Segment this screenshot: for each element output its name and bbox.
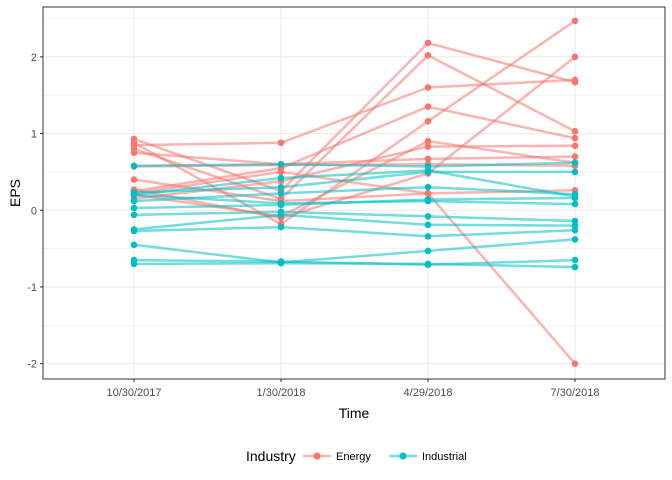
series-points	[130, 17, 579, 368]
x-tick-label: 4/29/2018	[404, 387, 453, 399]
x-tick-label: 1/30/2018	[257, 387, 306, 399]
data-point-industrial	[571, 194, 579, 202]
data-point-industrial	[277, 160, 285, 168]
x-axis-title: Time	[339, 405, 370, 421]
data-point-industrial	[130, 241, 138, 249]
data-point-industrial	[571, 200, 579, 208]
series-line-industrial	[132, 261, 577, 269]
y-tick-label: 2	[31, 52, 37, 64]
data-point-energy	[571, 53, 579, 61]
data-point-energy	[130, 139, 138, 147]
series-line-energy	[132, 54, 577, 201]
data-point-industrial	[130, 260, 138, 268]
series-line-energy	[132, 151, 577, 166]
data-point-industrial	[424, 183, 432, 191]
series-line-energy	[132, 170, 577, 365]
series-line-industrial	[132, 161, 577, 168]
series-line-industrial	[132, 185, 577, 203]
series-line-industrial	[132, 170, 577, 194]
data-point-industrial	[277, 211, 285, 219]
series-line-energy	[132, 105, 577, 193]
data-point-energy	[571, 128, 579, 135]
y-tick-label: 1	[31, 129, 37, 141]
data-point-energy	[571, 142, 579, 150]
data-point-industrial	[571, 226, 579, 234]
legend-label-energy: Energy	[336, 451, 371, 463]
series-line-industrial	[132, 210, 577, 223]
data-point-industrial	[424, 247, 432, 255]
data-point-industrial	[277, 259, 285, 267]
legend-key-industrial-dot	[399, 452, 407, 460]
data-point-industrial	[130, 162, 138, 170]
series-line-energy	[132, 78, 577, 147]
series-line-industrial	[132, 169, 577, 198]
data-point-energy	[277, 139, 285, 147]
data-point-energy	[424, 118, 432, 125]
series-line-industrial	[132, 238, 577, 264]
data-point-energy	[424, 143, 432, 150]
legend: Industry Energy Industrial	[246, 448, 467, 464]
data-point-energy	[424, 52, 432, 59]
data-point-industrial	[130, 204, 138, 212]
y-axis-title: EPS	[7, 179, 23, 207]
data-point-industrial	[277, 200, 285, 207]
data-point-energy	[424, 103, 432, 110]
data-point-industrial	[277, 183, 285, 191]
data-point-industrial	[424, 167, 432, 174]
data-point-industrial	[130, 191, 138, 199]
data-point-energy	[424, 155, 432, 163]
data-point-energy	[424, 84, 432, 91]
data-point-energy	[130, 149, 138, 156]
data-point-industrial	[130, 211, 138, 219]
data-point-energy	[130, 176, 138, 183]
x-tick-label: 10/30/2017	[106, 387, 161, 399]
data-point-industrial	[424, 233, 432, 240]
data-point-industrial	[277, 190, 285, 197]
data-point-industrial	[571, 263, 579, 271]
x-axis-ticks: 10/30/2017 1/30/2018 4/29/2018 7/30/2018	[106, 379, 599, 399]
data-point-energy	[571, 76, 579, 84]
legend-item-industrial: Industrial	[389, 451, 467, 463]
data-point-energy	[571, 134, 579, 142]
data-point-industrial	[571, 236, 579, 243]
data-point-energy	[571, 153, 579, 160]
data-point-energy	[571, 17, 579, 25]
data-point-energy	[571, 360, 579, 368]
data-point-industrial	[571, 256, 579, 264]
y-tick-label: -1	[27, 282, 37, 294]
data-point-industrial	[424, 221, 432, 229]
data-point-industrial	[277, 223, 285, 231]
x-tick-label: 7/30/2018	[551, 387, 600, 399]
data-point-industrial	[571, 168, 579, 176]
y-axis-ticks: -2 -1 0 1 2	[27, 52, 43, 371]
series-line-industrial	[132, 213, 577, 231]
data-point-energy	[424, 39, 432, 47]
series-lines	[132, 19, 577, 365]
data-point-industrial	[424, 213, 432, 220]
data-point-industrial	[424, 260, 432, 268]
data-point-industrial	[571, 217, 579, 225]
data-point-energy	[424, 190, 432, 197]
series-line-industrial	[132, 225, 577, 238]
plot-border	[42, 6, 666, 380]
y-tick-label: -2	[27, 359, 37, 371]
data-point-industrial	[130, 197, 138, 205]
data-point-energy	[277, 168, 285, 176]
legend-item-energy: Energy	[303, 451, 371, 463]
legend-key-energy-dot	[313, 452, 321, 460]
data-point-industrial	[277, 174, 285, 182]
legend-label-industrial: Industrial	[422, 451, 467, 463]
data-point-industrial	[424, 197, 432, 205]
data-point-industrial	[130, 226, 138, 233]
y-tick-label: 0	[31, 205, 37, 217]
series-line-energy	[132, 55, 577, 220]
data-point-industrial	[571, 222, 579, 229]
data-point-industrial	[571, 159, 579, 166]
legend-title: Industry	[246, 448, 296, 464]
data-point-energy	[424, 137, 432, 145]
series-line-industrial	[132, 193, 577, 206]
